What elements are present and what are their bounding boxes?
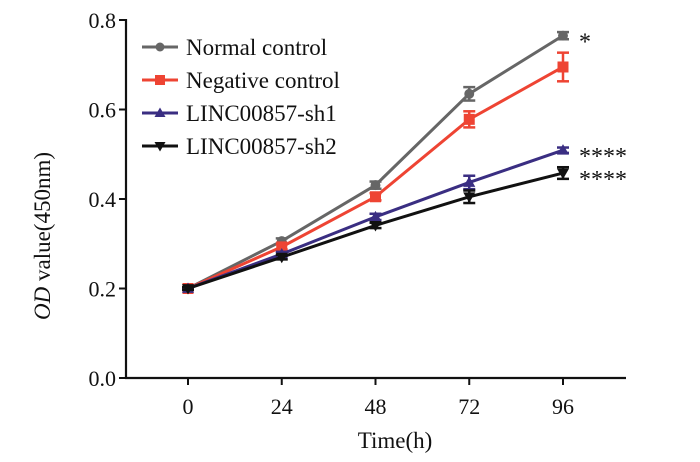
x-tick-label: 24 — [271, 394, 293, 419]
data-point — [370, 191, 381, 203]
x-axis-title: Time(h) — [358, 428, 433, 453]
data-point — [181, 284, 195, 295]
legend-item: LINC00857-sh1 — [142, 101, 337, 126]
data-point — [276, 241, 288, 253]
legend-label: Negative control — [186, 68, 340, 93]
legend: Normal control Negative control LINC00857-… — [142, 35, 340, 159]
y-axis-title-rest: value(450nm) — [30, 152, 55, 287]
series-linc00857-sh2: **** — [181, 165, 627, 295]
legend-marker — [155, 75, 165, 85]
y-tick-label: 0.4 — [89, 187, 117, 212]
legend-label: Normal control — [186, 35, 327, 60]
legend-item: Normal control — [142, 35, 327, 60]
data-point — [369, 210, 382, 222]
x-tick-label: 48 — [365, 394, 387, 419]
y-axis-title-italic: OD — [30, 286, 55, 320]
data-point — [557, 61, 569, 73]
legend-marker — [154, 142, 166, 152]
y-tick-label: 0.0 — [89, 366, 117, 391]
data-point — [464, 88, 475, 99]
x-tick-label: 72 — [458, 394, 480, 419]
data-point — [463, 176, 476, 187]
significance-label: **** — [579, 144, 627, 170]
x-tick-label: 0 — [183, 394, 194, 419]
legend-item: LINC00857-sh2 — [142, 134, 337, 159]
data-point — [275, 252, 288, 264]
data-point — [463, 192, 476, 203]
legend-label: LINC00857-sh1 — [186, 101, 337, 126]
y-axis-title: OD value(450nm) — [30, 152, 55, 320]
series-layer: ********* — [181, 30, 627, 295]
legend-marker — [154, 107, 166, 117]
data-point — [558, 30, 568, 41]
y-tick-label: 0.8 — [89, 8, 117, 33]
legend-item: Negative control — [142, 68, 340, 93]
data-point — [556, 144, 570, 155]
y-tick-label: 0.6 — [89, 98, 117, 123]
data-point — [370, 180, 381, 191]
legend-label: LINC00857-sh2 — [186, 134, 337, 159]
y-tick-label: 0.2 — [89, 277, 117, 302]
axes: 0.0 0.2 0.4 0.6 0.8 0 24 48 72 96 — [89, 8, 626, 419]
data-point — [556, 168, 570, 180]
data-point — [369, 221, 382, 232]
significance-label: **** — [579, 167, 627, 193]
x-tick-label: 96 — [552, 394, 574, 419]
legend-marker — [155, 42, 165, 52]
data-point — [463, 113, 475, 125]
significance-label: * — [579, 30, 591, 56]
